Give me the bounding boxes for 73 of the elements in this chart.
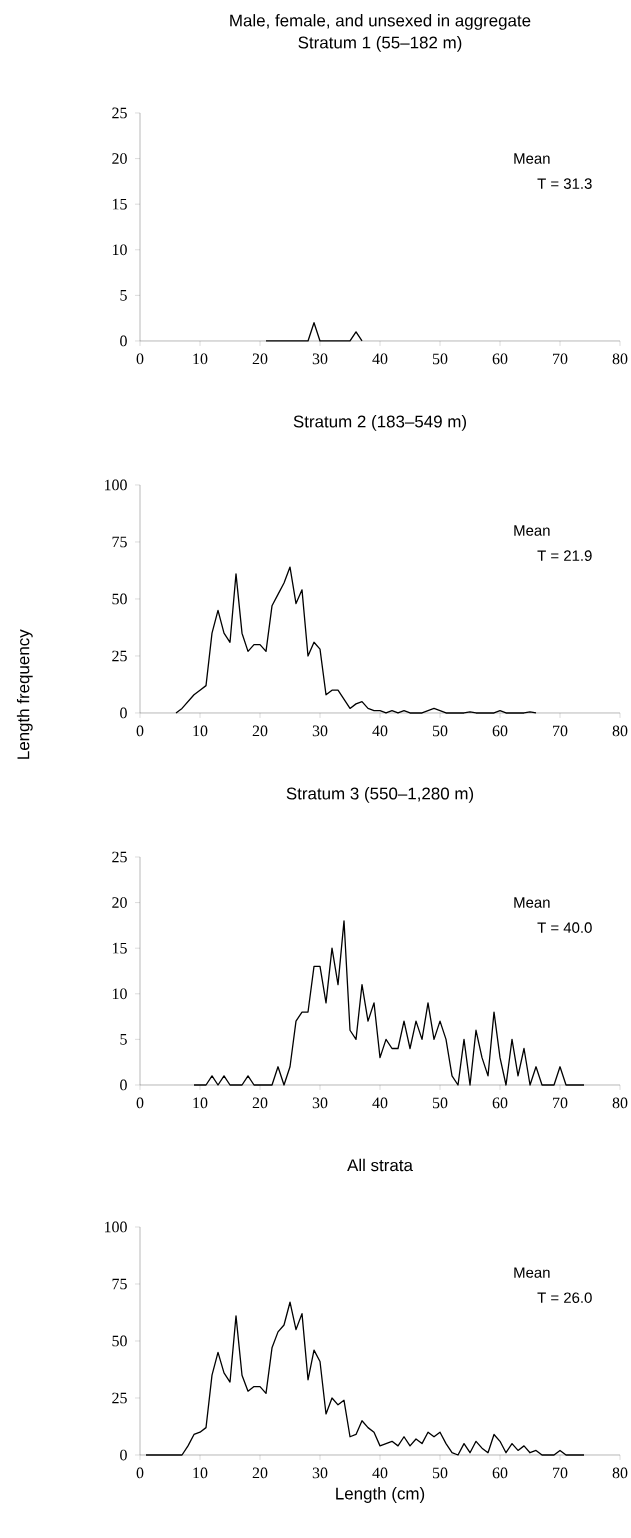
x-tick-label: 50: [432, 725, 448, 737]
x-tick-label: 0: [136, 1467, 144, 1479]
chart-title: All strata: [346, 1158, 413, 1172]
chart-title: Stratum 3 (550–1,280 m): [286, 787, 473, 803]
x-tick-label: 10: [193, 1097, 208, 1109]
x-tick-label: 70: [552, 353, 568, 365]
y-tick-label: 10: [112, 244, 127, 256]
x-tick-label: 80: [612, 725, 628, 737]
x-tick-label: 70: [552, 1097, 568, 1109]
x-tick-label: 50: [432, 1097, 448, 1109]
chart-subtitle: Stratum 1 (55–182 m): [298, 36, 462, 52]
annotation: Mean: [514, 525, 550, 536]
x-tick-label: 50: [432, 353, 448, 365]
y-tick-label: 10: [112, 988, 127, 1000]
x-tick-label: 70: [552, 1467, 568, 1479]
annotation: Mean: [514, 1267, 550, 1278]
x-tick-label: 0: [136, 353, 144, 365]
x-tick-label: 80: [612, 1097, 628, 1109]
y-tick-label: 75: [112, 1278, 127, 1290]
x-tick-label: 30: [312, 725, 328, 737]
y-tick-label: 25: [112, 851, 127, 863]
y-tick-label: 25: [112, 650, 127, 662]
x-tick-label: 50: [432, 1467, 448, 1479]
x-tick-label: 10: [193, 353, 208, 365]
x-axis-title: Length (cm): [336, 1487, 424, 1503]
x-tick-label: 20: [252, 353, 268, 365]
y-tick-label: 0: [119, 1079, 127, 1091]
x-tick-label: 60: [492, 353, 508, 365]
y-tick-label: 15: [112, 942, 127, 954]
x-tick-label: 40: [372, 1467, 388, 1479]
chart-title: Stratum 2 (183–549 m): [293, 415, 466, 431]
y-tick-label: 75: [112, 536, 127, 548]
y-tick-label: 5: [120, 1034, 127, 1045]
x-tick-label: 40: [372, 1097, 388, 1109]
y-tick-label: 0: [119, 1449, 127, 1461]
annotation: Mean: [514, 153, 550, 164]
x-tick-label: 0: [136, 725, 144, 737]
x-tick-label: 10: [193, 1467, 208, 1479]
y-tick-label: 20: [112, 153, 127, 164]
x-tick-label: 30: [312, 1097, 328, 1109]
x-tick-label: 40: [372, 353, 388, 365]
y-tick-label: 50: [112, 1335, 127, 1347]
x-tick-label: 80: [612, 353, 628, 365]
y-tick-label: 0: [119, 707, 127, 719]
y-tick-label: 100: [104, 1221, 127, 1233]
y-tick-label: 25: [112, 1392, 127, 1404]
x-tick-label: 30: [312, 353, 328, 365]
y-tick-label: 5: [120, 290, 127, 301]
x-tick-label: 30: [312, 1467, 328, 1479]
x-tick-label: 80: [612, 1467, 628, 1479]
y-tick-label: 0: [119, 335, 127, 347]
x-tick-label: 60: [492, 725, 508, 737]
annotation: T = 40.0: [537, 922, 592, 933]
x-tick-label: 10: [193, 725, 208, 737]
y-tick-label: 100: [104, 479, 127, 491]
annotation: T = 21.9: [537, 550, 592, 561]
x-tick-label: 40: [372, 725, 388, 737]
y-tick-label: 50: [112, 593, 127, 605]
x-tick-label: 0: [136, 1097, 144, 1109]
x-tick-label: 60: [492, 1467, 508, 1479]
x-tick-label: 20: [252, 1097, 268, 1109]
annotation: T = 26.0: [537, 1292, 592, 1303]
y-axis-title: Length frequency: [16, 629, 33, 759]
x-tick-label: 20: [252, 1467, 268, 1479]
y-tick-label: 20: [112, 897, 127, 908]
annotation: T = 31.3: [537, 178, 592, 189]
x-tick-label: 20: [252, 725, 268, 737]
y-tick-label: 15: [112, 198, 127, 210]
y-tick-label: 25: [112, 107, 127, 119]
annotation: Mean: [514, 897, 550, 908]
x-tick-label: 60: [492, 1097, 508, 1109]
x-tick-label: 70: [552, 725, 568, 737]
chart-title: Male, female, and unsexed in aggregate: [230, 14, 531, 30]
